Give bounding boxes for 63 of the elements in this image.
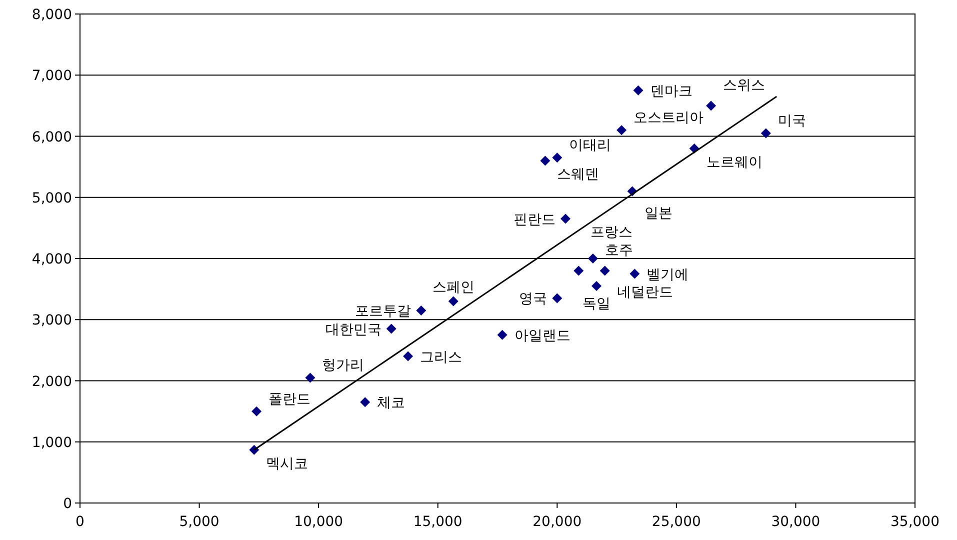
x-tick-label: 25,000 — [652, 514, 701, 530]
y-tick-label: 4,000 — [32, 252, 72, 268]
annotation: 프랑스 — [590, 224, 633, 241]
point — [305, 372, 316, 383]
annotation: 미국 — [778, 113, 806, 130]
point — [616, 125, 627, 136]
y-tick-label: 2,000 — [32, 374, 72, 390]
point — [633, 85, 644, 96]
annotation: 아일랜드 — [514, 328, 570, 344]
annotation: 덴마크 — [650, 83, 692, 100]
annotation: 헝가리 — [322, 358, 364, 374]
point — [588, 254, 598, 264]
annotation: 스페인 — [432, 279, 474, 296]
point — [552, 293, 562, 304]
point — [592, 281, 602, 292]
x-tick-label: 30,000 — [771, 514, 820, 530]
annotation: 대한민국 — [325, 322, 382, 338]
annotation: 독일 — [582, 296, 611, 312]
point — [574, 266, 584, 276]
annotation: 영국 — [519, 291, 548, 308]
annotation: 네덜란드 — [616, 284, 673, 301]
annotation: 이태리 — [569, 138, 612, 154]
point — [600, 266, 610, 276]
point — [497, 330, 508, 340]
point — [630, 268, 640, 279]
y-tick-label: 1,000 — [32, 434, 72, 451]
point — [249, 444, 260, 455]
point — [448, 296, 458, 306]
annotation: 노르웨이 — [706, 154, 762, 170]
annotation: 일본 — [644, 205, 672, 222]
x-tick-label: 5,000 — [179, 514, 220, 530]
x-tick-label: 10,000 — [294, 514, 344, 530]
annotation: 그리스 — [420, 349, 462, 366]
annotation: 멕시코 — [266, 456, 308, 472]
x-tick-label: 20,000 — [532, 514, 582, 530]
point — [386, 324, 396, 334]
y-tick-label: 6,000 — [32, 129, 72, 146]
point — [252, 406, 262, 416]
y-tick-label: 3,000 — [32, 312, 72, 329]
point — [540, 156, 550, 166]
annotation: 핀란드 — [513, 212, 556, 228]
point — [416, 305, 426, 316]
annotation: 스웨덴 — [557, 166, 600, 183]
y-tick-label: 7,000 — [32, 68, 72, 84]
x-tick-label: 0 — [76, 514, 84, 530]
point — [560, 214, 570, 224]
point — [552, 152, 562, 163]
y-tick-label: 0 — [63, 496, 72, 512]
x-tick-label: 15,000 — [413, 514, 462, 530]
annotation: 오스트리아 — [634, 110, 704, 126]
annotation: 호주 — [604, 242, 633, 258]
y-tick-label: 8,000 — [32, 7, 72, 23]
annotation: 체코 — [377, 395, 406, 412]
x-tick-label: 35,000 — [890, 514, 940, 530]
annotation: 폴란드 — [268, 391, 311, 408]
point — [403, 351, 414, 362]
annotation: 포르투갈 — [355, 303, 412, 320]
point — [360, 397, 370, 408]
point — [760, 128, 771, 138]
annotation: 벨기에 — [646, 266, 689, 283]
annotation: 스위스 — [723, 78, 766, 94]
y-tick-label: 5,000 — [32, 190, 72, 206]
point — [706, 100, 716, 111]
